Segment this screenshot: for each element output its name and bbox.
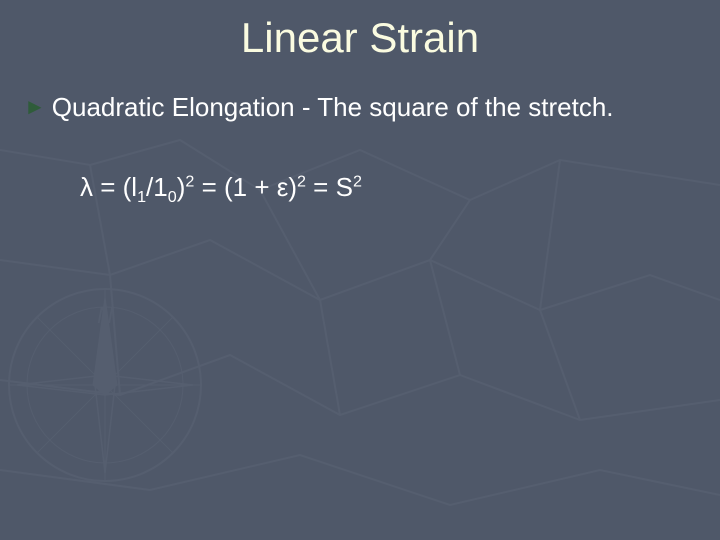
background-decor: N: [0, 0, 720, 540]
eq-p1: = (l: [93, 172, 137, 202]
bullet-row: ► Quadratic Elongation - The square of t…: [0, 90, 720, 124]
eq-sub1: 1: [137, 188, 146, 206]
bullet-arrow-icon: ►: [24, 90, 46, 124]
bullet-rest: Elongation - The square of the stretch.: [165, 92, 614, 122]
eq-mid1: /1: [146, 172, 168, 202]
bullet-text: Quadratic Elongation - The square of the…: [52, 90, 614, 124]
eq-lambda: λ: [80, 172, 93, 202]
slide: N Linear Strain ► Quadratic Elongation -…: [0, 0, 720, 540]
equation: λ = (l1/10)2 = (1 + ε)2 = S2: [80, 172, 362, 202]
eq-sup2a: 2: [185, 172, 194, 190]
eq-sup2b: 2: [297, 172, 306, 190]
svg-text:N: N: [97, 303, 113, 328]
eq-p2: = (1 + ε): [194, 172, 297, 202]
eq-p3: = S: [306, 172, 353, 202]
slide-title: Linear Strain: [0, 0, 720, 62]
equation-row: λ = (l1/10)2 = (1 + ε)2 = S2: [0, 170, 720, 204]
eq-sup2c: 2: [353, 172, 362, 190]
bullet-lead: Quadratic: [52, 92, 165, 122]
eq-sub0: 0: [168, 188, 177, 206]
